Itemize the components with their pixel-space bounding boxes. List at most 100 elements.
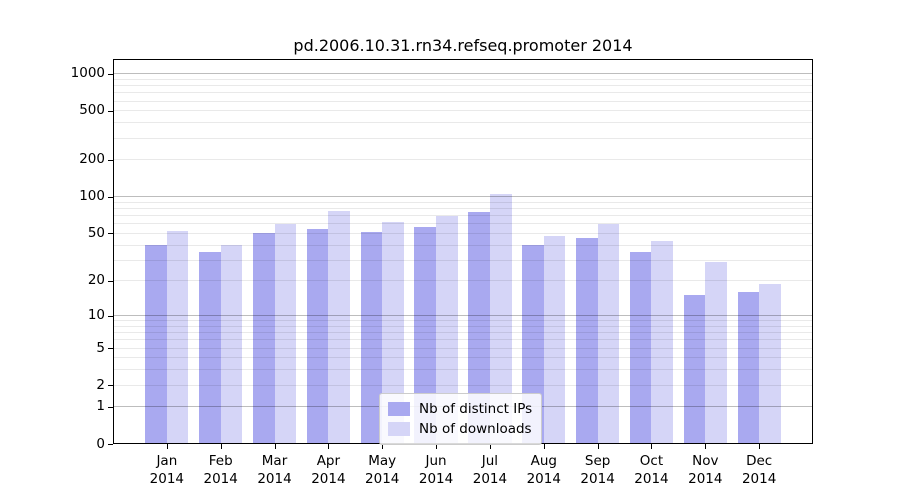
gridline-minor [114, 100, 812, 102]
gridline-minor [114, 357, 812, 359]
gridline-minor [114, 208, 812, 210]
y-tick-label: 500 [79, 102, 105, 119]
bar-downloads-may [382, 222, 404, 444]
legend-label-downloads: Nb of downloads [419, 421, 532, 437]
gridline-minor [114, 159, 812, 161]
gridline-minor [114, 137, 812, 139]
x-tick-mark [489, 444, 491, 449]
x-tick-mark [274, 444, 276, 449]
legend-entry-downloads: Nb of downloads [388, 419, 532, 439]
gridline-minor [114, 92, 812, 94]
gridline-minor [114, 339, 812, 341]
y-tick-label: 50 [87, 224, 105, 241]
legend-swatch-distinct-ips [388, 402, 410, 416]
bar-distinct-ips-may [360, 232, 383, 444]
bar-distinct-ips-sep [576, 237, 598, 444]
y-tick-label: 10 [87, 307, 105, 324]
y-tick-label: 5 [96, 339, 105, 356]
y-tick-mark [108, 73, 113, 75]
chart-title: pd.2006.10.31.rn34.refseq.promoter 2014 [293, 36, 633, 55]
x-tick-label: Apr 2014 [311, 453, 346, 487]
y-tick-mark [108, 385, 113, 387]
x-tick-label: Sep 2014 [580, 453, 615, 487]
y-tick-mark [108, 159, 113, 161]
y-tick-mark [108, 196, 113, 198]
x-tick-label: Jun 2014 [418, 453, 454, 487]
gridline-minor [114, 259, 812, 261]
plot-frame [113, 59, 813, 444]
gridline-minor [114, 122, 812, 124]
y-tick-label: 1 [96, 398, 105, 415]
gridline-minor [114, 244, 812, 246]
bar-downloads-sep [597, 223, 620, 444]
y-tick-mark [108, 280, 113, 282]
legend: Nb of distinct IPs Nb of downloads [379, 393, 543, 445]
y-tick-label: 100 [79, 188, 105, 205]
gridline-minor [114, 369, 812, 371]
bar-downloads-nov [705, 261, 727, 444]
bar-downloads-feb [220, 245, 243, 444]
y-tick-mark [108, 444, 113, 445]
gridline-major [114, 73, 812, 75]
bar-distinct-ips-oct [629, 252, 652, 444]
bar-distinct-ips-mar [252, 233, 275, 444]
gridline-minor [114, 79, 812, 81]
gridline-minor [114, 215, 812, 217]
bar-distinct-ips-apr [306, 229, 329, 444]
bar-downloads-aug [543, 235, 566, 444]
x-tick-mark [759, 444, 761, 449]
x-tick-label: Jan 2014 [149, 453, 185, 487]
y-tick-label: 0 [96, 435, 105, 452]
gridline-major [114, 196, 812, 198]
gridline-minor [114, 223, 812, 225]
gridline-minor [114, 201, 812, 203]
x-tick-label: Jul 2014 [472, 453, 508, 487]
x-tick-mark [328, 444, 330, 449]
gridline-minor [114, 384, 812, 386]
bar-downloads-mar [274, 223, 297, 444]
y-tick-mark [108, 406, 113, 408]
bar-downloads-jun [436, 215, 458, 444]
bar-downloads-jan [166, 231, 189, 444]
gridline-minor [114, 332, 812, 334]
legend-swatch-downloads [388, 422, 410, 436]
gridline-minor [114, 232, 812, 234]
bar-downloads-oct [651, 241, 674, 444]
x-tick-mark [436, 444, 438, 449]
x-tick-label: Nov 2014 [688, 453, 723, 487]
x-tick-label: Aug 2014 [526, 453, 561, 487]
x-tick-label: Dec 2014 [741, 453, 777, 487]
y-tick-mark [108, 348, 113, 349]
gridline-minor [114, 280, 812, 282]
bar-downloads-dec [759, 283, 781, 444]
y-tick-mark [108, 233, 113, 235]
gridline-minor [114, 85, 812, 87]
bar-distinct-ips-jul [468, 212, 490, 444]
x-tick-label: Mar 2014 [257, 453, 292, 487]
y-tick-label: 20 [87, 272, 105, 289]
gridline-minor [114, 320, 812, 322]
bar-distinct-ips-dec [737, 292, 760, 444]
legend-label-distinct-ips: Nb of distinct IPs [419, 401, 533, 417]
x-tick-mark [382, 444, 384, 449]
x-tick-label: Feb 2014 [203, 453, 238, 487]
bar-downloads-jul [489, 194, 512, 444]
x-tick-mark [597, 444, 599, 449]
y-tick-mark [108, 315, 113, 317]
x-tick-mark [220, 444, 222, 449]
bar-distinct-ips-nov [683, 295, 706, 444]
y-tick-label: 200 [79, 151, 105, 168]
x-tick-mark [705, 444, 707, 449]
y-tick-mark [108, 110, 113, 112]
x-tick-mark [166, 444, 168, 449]
x-tick-mark [651, 444, 653, 449]
gridline-minor [114, 325, 812, 327]
x-tick-mark [543, 444, 545, 449]
bar-distinct-ips-feb [199, 252, 221, 444]
gridline-major [114, 315, 812, 317]
x-tick-label: Oct 2014 [634, 453, 669, 487]
